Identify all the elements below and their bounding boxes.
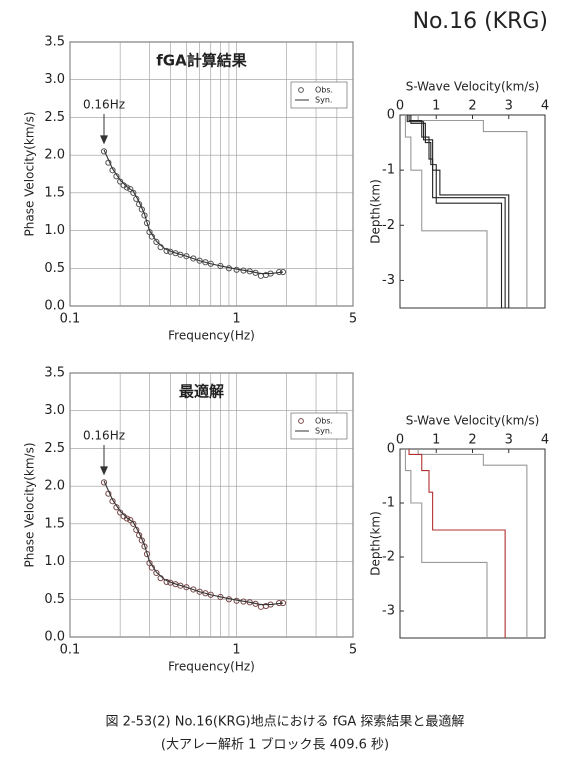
y-tick-label: 0.5 bbox=[44, 592, 65, 607]
page-title: No.16 (KRG) bbox=[413, 9, 548, 34]
obs-marker bbox=[183, 253, 190, 260]
obs-marker bbox=[196, 257, 203, 264]
obs-marker bbox=[143, 550, 151, 558]
obs-marker bbox=[202, 590, 209, 597]
obs-marker bbox=[123, 184, 131, 191]
y-axis-label: Depth(km) bbox=[369, 511, 383, 576]
x-tick-label: 2 bbox=[468, 99, 476, 114]
y-tick-label: 3.0 bbox=[44, 72, 65, 87]
y-tick-label: 2.5 bbox=[44, 441, 65, 456]
obs-marker bbox=[190, 255, 197, 262]
legend-label: Obs. bbox=[315, 86, 333, 95]
y-tick-label: -1 bbox=[382, 496, 395, 511]
y-axis-label: Depth(km) bbox=[369, 179, 383, 244]
x-tick-label: 4 bbox=[541, 99, 549, 114]
series-line bbox=[404, 115, 488, 308]
y-tick-label: 0 bbox=[387, 442, 395, 457]
y-tick-label: -3 bbox=[382, 273, 395, 288]
y-tick-label: 1.0 bbox=[44, 554, 65, 569]
y-tick-label: -1 bbox=[382, 163, 395, 178]
x-tick-label: 3 bbox=[505, 433, 513, 448]
annotation: 0.16Hz bbox=[83, 98, 125, 112]
obs-marker bbox=[127, 185, 134, 193]
obs-marker bbox=[130, 520, 137, 527]
series-line bbox=[103, 480, 284, 606]
series-line bbox=[408, 115, 506, 308]
series-line bbox=[410, 115, 503, 308]
y-tick-label: 0.0 bbox=[44, 630, 65, 645]
chart-title: fGA計算結果 bbox=[156, 52, 247, 70]
obs-marker bbox=[153, 238, 160, 245]
series-line bbox=[404, 449, 488, 638]
obs-marker bbox=[123, 515, 131, 522]
legend-marker bbox=[298, 87, 304, 93]
y-axis-label: Phase Velocity(km/s) bbox=[23, 442, 37, 567]
obs-marker bbox=[117, 509, 124, 516]
legend-marker bbox=[298, 418, 304, 424]
y-tick-label: 2.5 bbox=[44, 110, 65, 125]
obs-marker bbox=[130, 189, 137, 196]
series-line bbox=[417, 115, 528, 308]
obs-marker bbox=[190, 586, 197, 593]
series-line bbox=[406, 115, 510, 308]
x-tick-label: 1 bbox=[432, 433, 440, 448]
x-tick-label: 0 bbox=[396, 99, 404, 114]
x-tick-label: 2 bbox=[468, 433, 476, 448]
y-tick-label: 3.0 bbox=[44, 403, 65, 418]
caption: (大アレー解析 1 ブロック長 409.6 秒) bbox=[161, 737, 389, 753]
annotation-arrowhead bbox=[100, 466, 109, 476]
y-tick-label: -2 bbox=[382, 550, 395, 565]
series-line bbox=[417, 449, 528, 638]
series-line bbox=[408, 449, 506, 638]
obs-marker bbox=[127, 516, 134, 524]
legend-label: Syn. bbox=[315, 427, 332, 436]
obs-marker bbox=[202, 259, 209, 266]
x-tick-label: 4 bbox=[541, 433, 549, 448]
y-tick-label: 3.5 bbox=[44, 35, 65, 50]
obs-marker bbox=[196, 588, 203, 595]
y-tick-label: 2.0 bbox=[44, 479, 65, 494]
x-tick-label: 0.1 bbox=[60, 312, 81, 327]
obs-marker bbox=[143, 219, 151, 227]
y-tick-label: 1.5 bbox=[44, 185, 65, 200]
x-tick-label: 3 bbox=[505, 99, 513, 114]
y-tick-label: 0 bbox=[387, 108, 395, 123]
legend-label: Syn. bbox=[315, 96, 332, 105]
y-tick-label: 1.0 bbox=[44, 223, 65, 238]
x-tick-label: 5 bbox=[349, 643, 357, 658]
y-axis-label: Phase Velocity(km/s) bbox=[23, 111, 37, 236]
x-tick-label: 5 bbox=[349, 312, 357, 327]
caption: 図 2-53(2) No.16(KRG)地点における fGA 探索結果と最適解 bbox=[106, 714, 465, 730]
annotation-arrowhead bbox=[100, 135, 109, 145]
y-tick-label: 2.0 bbox=[44, 148, 65, 163]
legend-label: Obs. bbox=[315, 417, 333, 426]
series-line bbox=[103, 149, 284, 275]
y-tick-label: 0.5 bbox=[44, 261, 65, 276]
chart-title: S-Wave Velocity(km/s) bbox=[406, 414, 540, 428]
chart-title: 最適解 bbox=[179, 383, 224, 401]
y-tick-label: 3.5 bbox=[44, 366, 65, 381]
x-tick-label: 1 bbox=[432, 99, 440, 114]
annotation: 0.16Hz bbox=[83, 429, 125, 443]
x-tick-label: 0 bbox=[396, 433, 404, 448]
obs-marker bbox=[100, 479, 108, 486]
x-tick-label: 0.1 bbox=[60, 643, 81, 658]
y-tick-label: -2 bbox=[382, 218, 395, 233]
x-tick-label: 1 bbox=[232, 643, 240, 658]
x-axis-label: Frequency(Hz) bbox=[168, 329, 255, 343]
legend-box bbox=[290, 412, 348, 440]
chart-title: S-Wave Velocity(km/s) bbox=[406, 80, 540, 94]
obs-marker bbox=[153, 569, 160, 576]
x-tick-label: 1 bbox=[232, 312, 240, 327]
x-axis-label: Frequency(Hz) bbox=[168, 660, 255, 674]
obs-marker bbox=[183, 584, 190, 591]
obs-marker bbox=[100, 148, 108, 155]
y-tick-label: 0.0 bbox=[44, 299, 65, 314]
y-tick-label: 1.5 bbox=[44, 516, 65, 531]
y-tick-label: -3 bbox=[382, 604, 395, 619]
legend-box bbox=[290, 81, 348, 109]
obs-marker bbox=[117, 178, 124, 185]
